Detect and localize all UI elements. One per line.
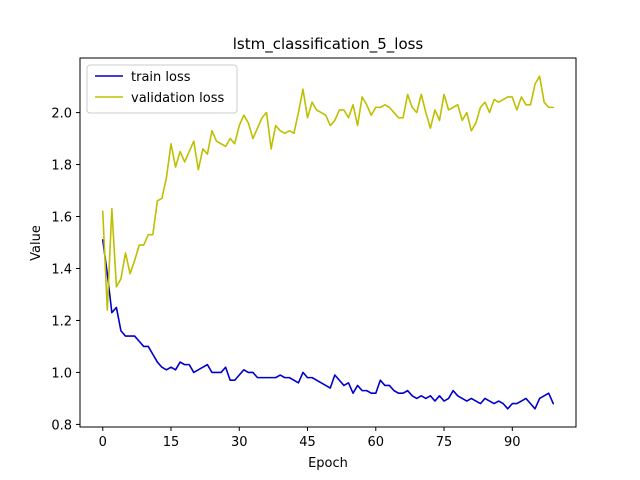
y-tick-label: 1.0	[51, 366, 72, 381]
plot-area	[101, 75, 555, 410]
axes-frame	[79, 57, 577, 428]
x-tick-label: 15	[163, 435, 180, 450]
y-axis-title: Value	[29, 225, 44, 261]
y-axis: 0.8 1.0 1.2 1.4 1.6 1.8 2.0	[51, 107, 80, 433]
x-tick-label: 45	[299, 435, 316, 450]
x-tick-label: 75	[436, 435, 453, 450]
y-tick-label: 1.2	[51, 314, 72, 329]
legend-label-validation-loss: validation loss	[131, 91, 224, 106]
y-tick-label: 1.4	[51, 262, 72, 277]
chart-title: lstm_classification_5_loss	[233, 35, 424, 54]
x-axis-title: Epoch	[308, 456, 348, 471]
y-tick-label: 2.0	[51, 107, 72, 122]
x-tick-label: 0	[99, 435, 107, 450]
series-line-validation-loss	[101, 75, 555, 311]
y-tick-label: 1.6	[51, 211, 72, 226]
x-tick-label: 60	[368, 435, 385, 450]
y-tick-label: 1.8	[51, 159, 72, 174]
series-line-train-loss	[101, 239, 555, 410]
y-tick-label: 0.8	[51, 418, 72, 433]
legend-label-train-loss: train loss	[131, 70, 191, 85]
legend-box	[86, 64, 238, 114]
legend: train loss validation loss	[86, 64, 238, 114]
x-tick-label: 30	[231, 435, 248, 450]
x-tick-label: 90	[504, 435, 521, 450]
x-axis: 0 15 30 45 60 75 90	[99, 427, 521, 450]
